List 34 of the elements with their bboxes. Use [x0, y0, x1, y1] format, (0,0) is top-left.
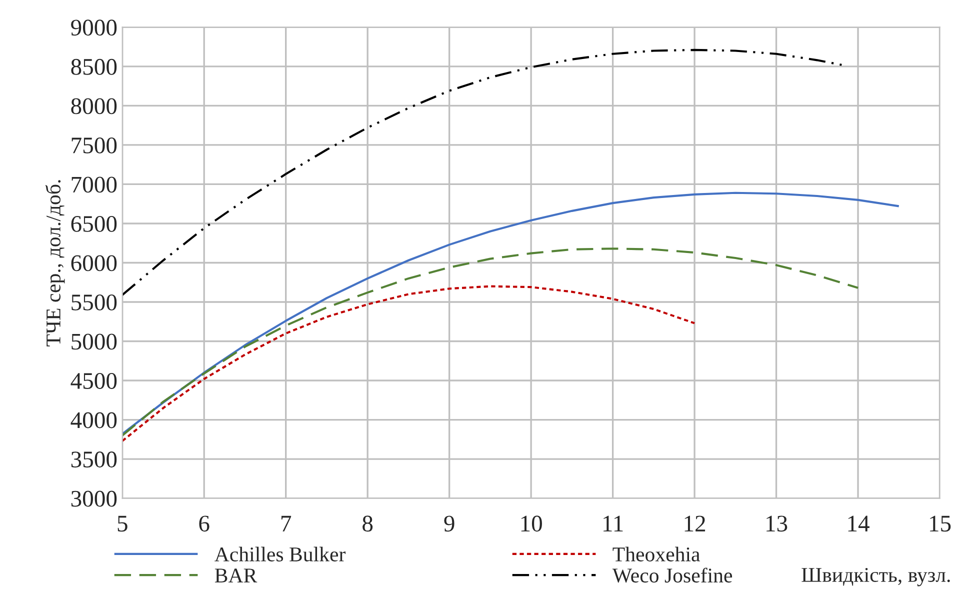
- x-tick-label: 12: [684, 516, 706, 532]
- line-series: [122, 248, 860, 437]
- y-tick-label: 7000: [72, 176, 117, 193]
- legend-label: Achilles Bulker: [214, 546, 346, 562]
- y-tick-label: 5500: [72, 294, 117, 310]
- x-tick-label: 5: [118, 516, 128, 532]
- x-tick-label: 15: [930, 516, 951, 532]
- y-tick-label: 8500: [71, 58, 117, 75]
- x-tick-label: 8: [362, 516, 373, 532]
- legend-label: BAR: [214, 568, 258, 582]
- x-tick-label: 14: [848, 516, 870, 532]
- y-tick-label: 7500: [72, 137, 117, 154]
- line-series: [122, 285, 696, 442]
- line-series: [122, 48, 843, 296]
- y-tick-label: 4000: [70, 412, 117, 428]
- y-axis-title: ТЧЕ сер., дол./доб.: [45, 180, 65, 346]
- legend-label: Weco Josefine: [612, 568, 732, 583]
- y-tick-label: 6500: [71, 216, 117, 232]
- x-tick-label: 10: [521, 516, 542, 532]
- x-axis-title: Швидкість, вузл.: [802, 568, 950, 586]
- x-tick-label: 6: [199, 516, 210, 532]
- y-tick-label: 6000: [71, 255, 117, 272]
- y-tick-label: 3000: [71, 490, 117, 507]
- y-tick-label: 4500: [70, 373, 117, 389]
- line-series: [122, 192, 900, 435]
- x-tick-label: 7: [282, 516, 292, 532]
- x-tick-label: 11: [604, 516, 623, 532]
- y-tick-label: 5000: [72, 334, 117, 350]
- y-tick-label: 8000: [71, 98, 117, 114]
- x-tick-label: 9: [444, 516, 454, 532]
- y-tick-label: 9000: [71, 20, 117, 36]
- y-tick-label: 3500: [71, 452, 117, 468]
- x-tick-label: 13: [766, 516, 788, 532]
- legend-label: Theoxehia: [612, 546, 700, 562]
